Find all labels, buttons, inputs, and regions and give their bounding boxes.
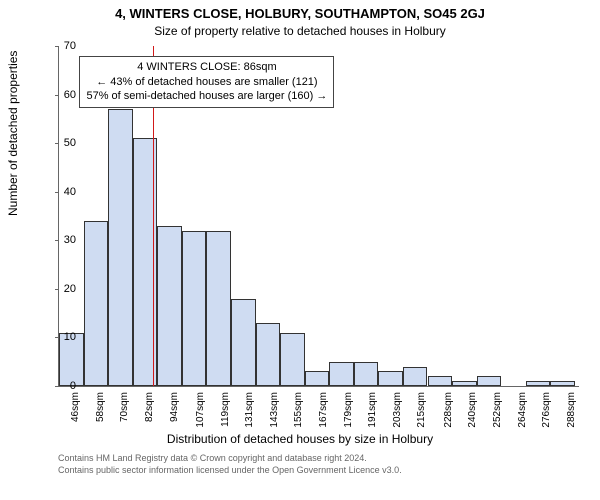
x-tick-label: 179sqm — [343, 392, 354, 428]
x-tick-label: 288sqm — [566, 392, 577, 428]
x-tick-label: 82sqm — [144, 392, 155, 422]
y-tick-label: 10 — [46, 331, 76, 343]
y-tick-label: 70 — [46, 40, 76, 52]
histogram-bar — [182, 231, 207, 386]
x-tick-label: 70sqm — [119, 392, 130, 422]
x-tick-label: 228sqm — [443, 392, 454, 428]
histogram-bar — [84, 221, 109, 386]
x-tick-label: 264sqm — [517, 392, 528, 428]
x-tick-label: 94sqm — [169, 392, 180, 422]
histogram-bar — [477, 376, 502, 386]
annotation-box: 4 WINTERS CLOSE: 86sqm← 43% of detached … — [79, 56, 334, 109]
x-tick-label: 252sqm — [492, 392, 503, 428]
x-axis-label: Distribution of detached houses by size … — [0, 432, 600, 446]
histogram-bar — [305, 371, 330, 386]
histogram-bar — [256, 323, 281, 386]
x-tick-label: 119sqm — [220, 392, 231, 427]
y-tick-label: 20 — [46, 283, 76, 295]
y-tick-label: 60 — [46, 89, 76, 101]
histogram-bar — [428, 376, 453, 386]
credits-line2: Contains public sector information licen… — [58, 465, 402, 475]
credits: Contains HM Land Registry data © Crown c… — [58, 452, 402, 476]
x-tick-label: 191sqm — [367, 392, 378, 428]
y-axis-label: Number of detached properties — [6, 51, 20, 216]
y-tick-label: 0 — [46, 380, 76, 392]
histogram-bar — [378, 371, 403, 386]
histogram-bar — [206, 231, 231, 386]
x-tick-label: 155sqm — [293, 392, 304, 428]
x-tick-label: 240sqm — [467, 392, 478, 428]
x-tick-label: 46sqm — [70, 392, 81, 422]
x-tick-label: 143sqm — [269, 392, 280, 428]
x-tick-label: 58sqm — [95, 392, 106, 422]
credits-line1: Contains HM Land Registry data © Crown c… — [58, 453, 367, 463]
y-tick-label: 30 — [46, 234, 76, 246]
histogram-bar — [231, 299, 256, 386]
annotation-line2: ← 43% of detached houses are smaller (12… — [86, 75, 327, 90]
annotation-line1: 4 WINTERS CLOSE: 86sqm — [86, 60, 327, 75]
histogram-bar — [329, 362, 354, 386]
histogram-bar — [157, 226, 182, 386]
x-tick-label: 215sqm — [416, 392, 427, 428]
y-tick-label: 50 — [46, 137, 76, 149]
histogram-bar — [452, 381, 477, 386]
histogram-bar — [108, 109, 133, 386]
x-tick-label: 276sqm — [541, 392, 552, 428]
histogram-bar — [280, 333, 305, 386]
histogram-bar — [403, 367, 428, 386]
y-tick-label: 40 — [46, 186, 76, 198]
histogram-bar — [354, 362, 379, 386]
histogram-bar — [550, 381, 575, 386]
histogram-bar — [526, 381, 551, 386]
x-tick-label: 167sqm — [318, 392, 329, 428]
title-main: 4, WINTERS CLOSE, HOLBURY, SOUTHAMPTON, … — [0, 6, 600, 21]
x-tick-label: 203sqm — [392, 392, 403, 428]
x-tick-label: 107sqm — [195, 392, 206, 428]
annotation-line3: 57% of semi-detached houses are larger (… — [86, 89, 327, 104]
x-tick-label: 131sqm — [244, 392, 255, 428]
title-sub: Size of property relative to detached ho… — [0, 24, 600, 38]
plot-area: 4 WINTERS CLOSE: 86sqm← 43% of detached … — [58, 46, 579, 387]
